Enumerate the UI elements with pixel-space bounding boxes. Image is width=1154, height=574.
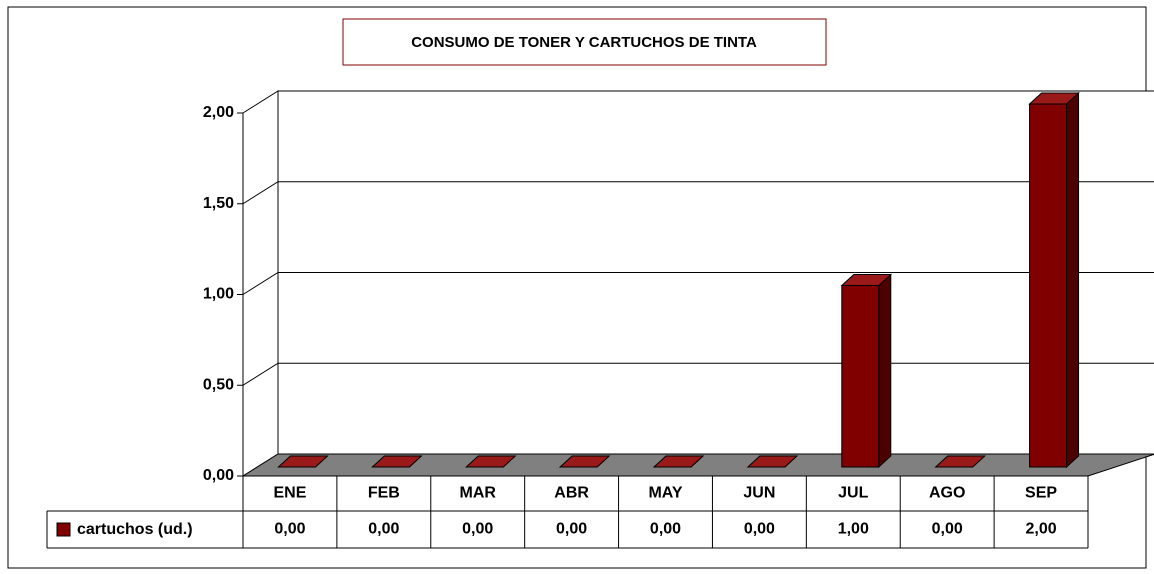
bar-side bbox=[878, 273, 892, 469]
bar-top bbox=[652, 455, 705, 468]
y-tick-label: 1,50 bbox=[203, 195, 234, 212]
value-label: 0,00 bbox=[556, 521, 587, 538]
x-tick-label: MAY bbox=[648, 485, 682, 502]
title-box bbox=[342, 18, 827, 66]
y-tick-label: 0,00 bbox=[203, 467, 234, 484]
x-tick-label: FEB bbox=[368, 485, 400, 502]
bar-top bbox=[934, 455, 986, 468]
y-tick-label: 2,00 bbox=[203, 104, 234, 121]
legend-key bbox=[56, 522, 71, 537]
x-tick-label: ENE bbox=[273, 485, 306, 502]
bar-side bbox=[1066, 91, 1080, 469]
grid-line bbox=[242, 272, 1154, 295]
value-label: 2,00 bbox=[1025, 521, 1056, 538]
x-tick-label: MAR bbox=[460, 485, 497, 502]
bar-top bbox=[277, 455, 329, 468]
value-label: 0,00 bbox=[368, 521, 399, 538]
bar bbox=[1029, 103, 1068, 468]
x-tick-label: JUL bbox=[838, 485, 868, 502]
y-tick-label: 1,00 bbox=[203, 286, 234, 303]
x-tick-label: JUN bbox=[743, 485, 775, 502]
y-tick-label: 0,50 bbox=[203, 376, 234, 393]
value-label: 0,00 bbox=[274, 521, 305, 538]
value-label: 0,00 bbox=[462, 521, 493, 538]
grid-line bbox=[242, 181, 1154, 205]
bar-top bbox=[746, 455, 799, 468]
bar bbox=[841, 285, 880, 468]
value-label: 0,00 bbox=[744, 521, 775, 538]
x-tick-label: AGO bbox=[929, 485, 965, 502]
x-tick-label: SEP bbox=[1025, 485, 1057, 502]
legend-label: cartuchos (ud.) bbox=[77, 521, 193, 538]
chart-title: CONSUMO DE TONER Y CARTUCHOS DE TINTA bbox=[411, 34, 757, 51]
value-label: 1,00 bbox=[838, 521, 869, 538]
value-label: 0,00 bbox=[932, 521, 963, 538]
value-label: 0,00 bbox=[650, 521, 681, 538]
x-tick-label: ABR bbox=[554, 485, 589, 502]
bar-top bbox=[558, 455, 611, 468]
bar-top bbox=[371, 455, 423, 468]
bar-top bbox=[464, 455, 517, 468]
